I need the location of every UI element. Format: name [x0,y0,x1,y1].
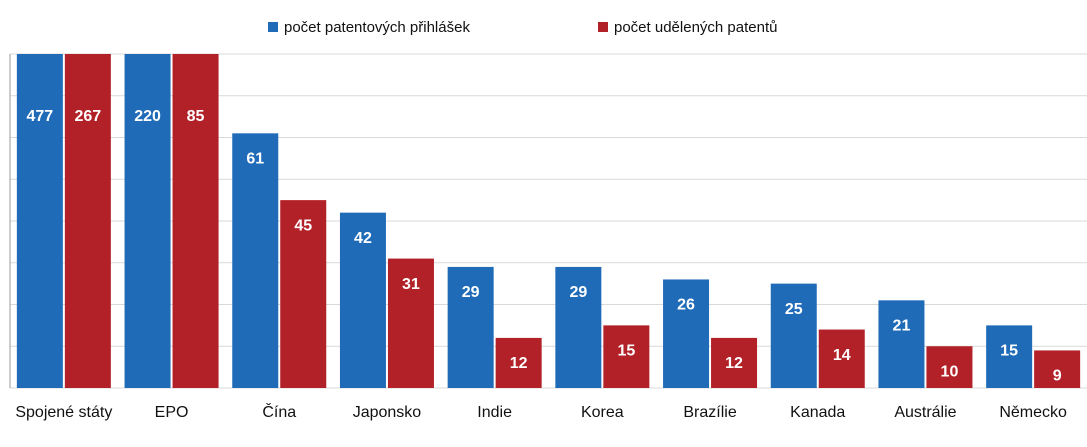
legend-label: počet patentových přihlášek [284,19,470,36]
data-label: 14 [833,347,851,364]
bar [770,283,817,388]
bar [124,54,171,388]
data-label: 267 [74,108,101,125]
x-tick-label: Čína [262,404,297,421]
data-label: 15 [617,343,635,360]
bar [986,325,1033,388]
x-tick-label: Německo [999,404,1067,421]
data-label: 45 [294,217,312,234]
x-tick-label: Brazílie [683,404,737,421]
data-label: 31 [402,276,420,293]
data-label: 12 [510,355,528,372]
x-tick-label: Japonsko [352,404,422,421]
x-tick-label: Austrálie [894,404,957,421]
data-label: 25 [785,301,803,318]
data-label: 85 [187,108,205,125]
bar [387,258,434,388]
data-label: 477 [26,108,53,125]
bar [663,279,710,388]
x-tick-label: Indie [477,404,512,421]
bar [280,200,327,388]
data-label: 9 [1053,368,1062,385]
bar [16,54,63,388]
bar [447,266,494,388]
legend-label: počet udělených patentů [614,19,777,36]
data-label: 12 [725,355,743,372]
x-tick-label: Kanada [790,404,846,421]
data-label: 61 [246,151,264,168]
data-label: 21 [893,318,911,335]
bar [495,337,542,388]
data-label: 26 [677,297,695,314]
data-label: 29 [569,284,587,301]
data-label: 15 [1000,343,1018,360]
legend-swatch [268,22,278,32]
data-label: 29 [462,284,480,301]
x-tick-label: Korea [580,404,624,421]
bar [64,54,111,388]
bar [339,212,386,388]
bar [878,300,925,388]
data-label: 10 [941,363,959,380]
x-tick-label: EPO [154,404,189,421]
bar [926,346,973,388]
bar [711,337,758,388]
bar [603,325,650,388]
data-label: 220 [134,108,161,125]
bar [172,54,219,388]
data-label: 42 [354,230,372,247]
bar [232,133,279,388]
bar [1034,350,1081,388]
bar [555,266,602,388]
x-tick-label: Spojené státy [15,404,113,421]
bar [818,329,865,388]
bars [16,54,1081,388]
legend-swatch [598,22,608,32]
